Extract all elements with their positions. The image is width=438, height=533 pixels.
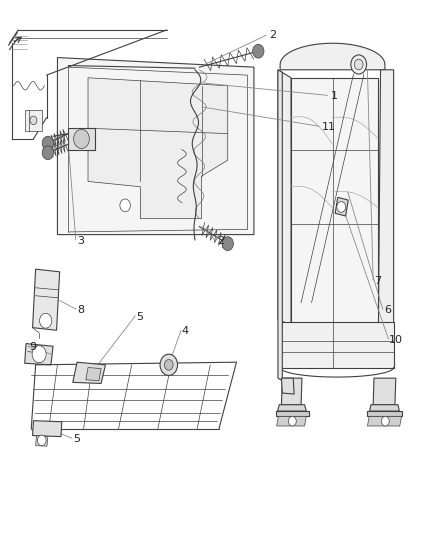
Text: 2: 2 <box>217 236 224 246</box>
Circle shape <box>32 346 46 363</box>
Polygon shape <box>25 344 53 365</box>
Polygon shape <box>278 405 306 411</box>
Circle shape <box>42 136 53 150</box>
Polygon shape <box>73 362 106 383</box>
Polygon shape <box>88 78 228 219</box>
Polygon shape <box>280 322 394 368</box>
Circle shape <box>222 237 233 251</box>
Polygon shape <box>32 421 62 437</box>
Polygon shape <box>25 110 42 131</box>
Circle shape <box>288 416 296 426</box>
Polygon shape <box>68 128 95 150</box>
Text: 4: 4 <box>182 326 189 336</box>
Text: 10: 10 <box>389 335 403 345</box>
Text: 8: 8 <box>77 305 84 315</box>
Polygon shape <box>280 43 385 70</box>
Polygon shape <box>278 70 283 381</box>
Polygon shape <box>32 269 60 330</box>
Circle shape <box>37 435 46 446</box>
Polygon shape <box>282 378 302 405</box>
Polygon shape <box>335 197 348 216</box>
Text: 11: 11 <box>321 122 336 132</box>
Polygon shape <box>86 368 101 381</box>
Circle shape <box>354 59 363 70</box>
Polygon shape <box>278 70 291 325</box>
Circle shape <box>74 130 89 149</box>
Text: 3: 3 <box>77 236 84 246</box>
Circle shape <box>164 360 173 370</box>
Polygon shape <box>276 411 308 416</box>
Polygon shape <box>367 411 403 416</box>
Circle shape <box>160 354 177 375</box>
Polygon shape <box>378 70 394 328</box>
Polygon shape <box>57 58 254 235</box>
Text: 7: 7 <box>374 277 381 286</box>
Text: 9: 9 <box>29 342 36 352</box>
Polygon shape <box>277 416 306 426</box>
Circle shape <box>381 416 389 426</box>
Circle shape <box>253 44 264 58</box>
Text: 5: 5 <box>73 434 80 445</box>
Polygon shape <box>291 78 378 328</box>
Circle shape <box>30 116 37 125</box>
Polygon shape <box>370 405 399 411</box>
Polygon shape <box>282 378 294 394</box>
Polygon shape <box>35 435 48 446</box>
Circle shape <box>337 201 346 212</box>
Circle shape <box>351 55 367 74</box>
Circle shape <box>120 199 131 212</box>
Polygon shape <box>373 378 396 405</box>
Circle shape <box>39 313 52 328</box>
Text: 1: 1 <box>330 91 337 101</box>
Text: 2: 2 <box>269 30 276 41</box>
Polygon shape <box>367 416 402 426</box>
Text: 6: 6 <box>384 305 391 315</box>
Text: 5: 5 <box>136 312 143 322</box>
Circle shape <box>42 146 53 160</box>
